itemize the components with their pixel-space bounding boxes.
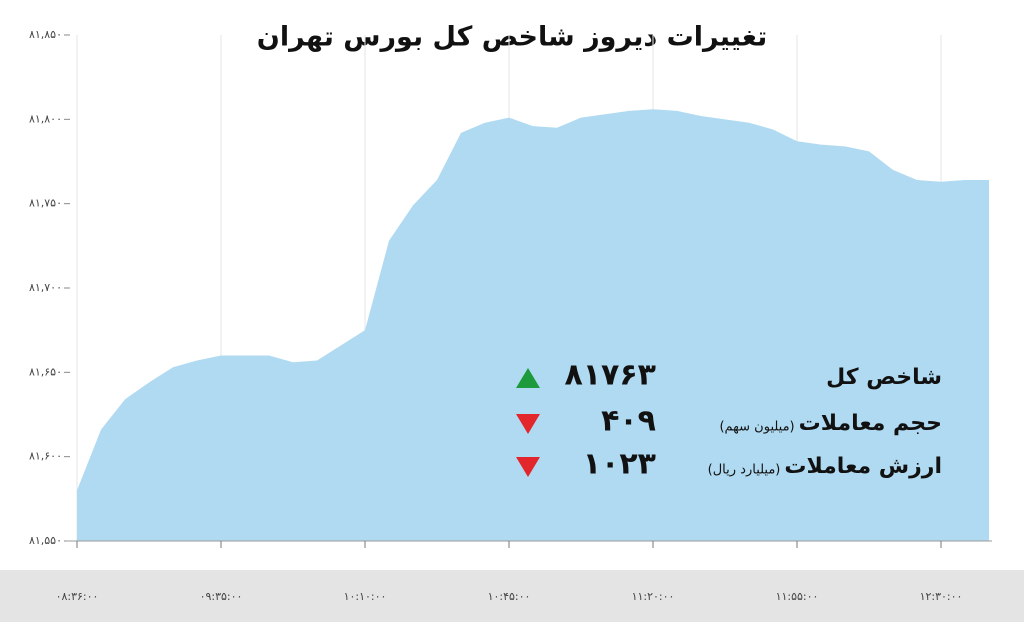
stat-value: ۱۰۲۳ <box>583 447 656 482</box>
stat-indicator <box>516 368 540 388</box>
x-tick-label: ۱۱:۲۰:۰۰ <box>632 590 675 603</box>
stat-indicator <box>516 414 540 434</box>
stat-label: شاخص کل <box>826 365 942 390</box>
x-tick-label: ۰۹:۳۵:۰۰ <box>200 590 243 603</box>
stat-value: ۸۱۷۶۳ <box>564 358 656 393</box>
x-tick-label: ۱۲:۳۰:۰۰ <box>920 590 963 603</box>
x-tick-label: ۱۰:۱۰:۰۰ <box>344 590 387 603</box>
stat-indicator <box>516 457 540 477</box>
x-tick-label: ۱۰:۴۵:۰۰ <box>488 590 531 603</box>
stat-label: حجم معاملات <box>799 411 942 436</box>
stat-unit: (میلیون سهم) <box>719 420 794 435</box>
stat-value: ۴۰۹ <box>601 404 656 439</box>
stat-label: ارزش معاملات <box>784 454 942 479</box>
y-tick-label: ۸۱,۶۰۰ <box>29 450 62 463</box>
chart-title: تغییرات دیروز شاخص کل بورس تهران <box>257 22 767 53</box>
y-tick-label: ۸۱,۸۵۰ <box>29 28 62 41</box>
area <box>77 109 989 542</box>
y-tick-label: ۸۱,۶۵۰ <box>29 365 62 378</box>
stat-unit: (میلیارد ریال) <box>708 463 781 478</box>
x-tick-label: ۱۱:۵۵:۰۰ <box>776 590 819 603</box>
y-tick-label: ۸۱,۷۵۰ <box>29 197 62 210</box>
y-tick-label: ۸۱,۷۰۰ <box>29 281 62 294</box>
x-axis-band <box>0 570 1024 622</box>
y-tick-label: ۸۱,۵۵۰ <box>29 534 62 547</box>
y-tick-label: ۸۱,۸۰۰ <box>29 112 62 125</box>
x-tick-label: ۰۸:۳۶:۰۰ <box>56 590 99 603</box>
